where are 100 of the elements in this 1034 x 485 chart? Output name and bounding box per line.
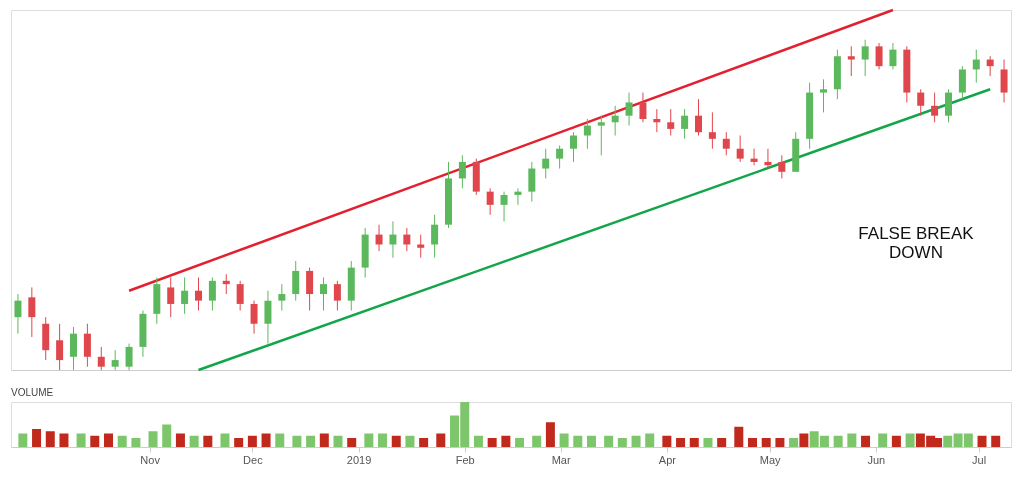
bar — [76, 433, 86, 447]
bar — [645, 433, 655, 447]
candlestick — [389, 220, 397, 259]
bar — [234, 438, 244, 447]
candlestick — [292, 260, 300, 302]
candlestick — [222, 273, 230, 295]
bar — [501, 435, 511, 447]
bar — [748, 438, 758, 447]
bar — [347, 438, 357, 447]
bar — [189, 435, 199, 447]
bar — [436, 433, 446, 447]
x-tick-label: Jun — [867, 453, 886, 466]
candlestick — [250, 300, 258, 335]
candlestick — [625, 92, 633, 127]
bar — [717, 438, 727, 447]
candlestick — [70, 326, 77, 371]
bar — [59, 433, 69, 447]
bar — [734, 426, 744, 447]
candlestick — [945, 88, 952, 123]
candlestick — [97, 346, 105, 371]
bar — [559, 433, 569, 447]
candlestick — [611, 105, 619, 136]
bar — [943, 435, 953, 447]
bar — [103, 433, 113, 447]
candlestick — [56, 323, 64, 371]
bar — [689, 438, 699, 447]
bar — [891, 435, 901, 447]
x-tick-label: Mar — [551, 453, 571, 466]
candlestick — [208, 277, 216, 312]
candlestick — [722, 131, 730, 156]
candlestick — [820, 78, 827, 113]
candlestick — [264, 290, 272, 345]
bar — [977, 435, 987, 447]
bar — [617, 438, 627, 447]
x-tick-label: Feb — [455, 453, 475, 466]
bar — [662, 435, 672, 447]
bar — [292, 435, 302, 447]
bar — [847, 433, 857, 447]
bar — [131, 438, 141, 447]
bar — [515, 438, 525, 447]
bar — [587, 435, 596, 447]
candlestick — [111, 349, 119, 371]
bar — [532, 435, 542, 447]
chart-title: VOLUME — [11, 387, 54, 398]
x-tick-label: Nov — [140, 453, 161, 466]
candlestick — [514, 187, 522, 206]
bar — [775, 438, 785, 447]
x-tick-label: 2019 — [346, 453, 372, 466]
candlestick — [986, 55, 994, 77]
bar — [148, 431, 158, 447]
candlestick — [236, 280, 244, 312]
x-tick-label: Dec — [243, 453, 264, 466]
bar — [275, 433, 285, 447]
candlestick — [278, 283, 286, 312]
annotation: FALSE BREAK DOWN — [858, 224, 975, 262]
candlestick — [542, 148, 550, 179]
candlestick — [583, 118, 591, 150]
candlestick — [83, 323, 91, 368]
candlestick — [125, 343, 133, 371]
x-tick-label: Apr — [658, 453, 677, 466]
bar — [861, 435, 871, 447]
candlestick — [875, 42, 883, 70]
candlestick — [639, 92, 647, 123]
candlestick — [917, 88, 925, 117]
candlestick — [458, 154, 466, 189]
candlestick — [431, 214, 439, 259]
candlestick — [528, 161, 536, 203]
candlestick — [556, 144, 564, 170]
bar — [799, 433, 809, 447]
bar — [261, 433, 271, 447]
candlestick — [681, 108, 689, 140]
bar — [117, 435, 127, 447]
bar — [631, 435, 641, 447]
candlestick — [958, 65, 966, 100]
bar — [761, 438, 771, 447]
bar — [319, 433, 329, 447]
bar — [247, 435, 257, 447]
bar — [573, 435, 583, 447]
bar — [162, 424, 172, 447]
bar — [905, 433, 915, 447]
candlestick — [667, 108, 675, 136]
x-tick-label: May — [759, 453, 782, 466]
bar — [364, 433, 374, 447]
candlestick — [181, 277, 189, 315]
bar — [419, 438, 429, 447]
candlestick — [500, 191, 508, 222]
bar — [32, 429, 42, 447]
candlestick — [333, 280, 341, 312]
candlestick — [889, 42, 897, 70]
bar — [391, 435, 401, 447]
bar — [878, 433, 888, 447]
candlestick — [708, 111, 716, 150]
candlestick — [14, 293, 22, 335]
candlestick — [736, 135, 744, 163]
candlestick — [597, 115, 605, 156]
candlestick — [486, 187, 494, 216]
bar — [604, 435, 614, 447]
bar — [175, 433, 185, 447]
candlestick — [847, 45, 855, 77]
bar — [676, 438, 686, 447]
